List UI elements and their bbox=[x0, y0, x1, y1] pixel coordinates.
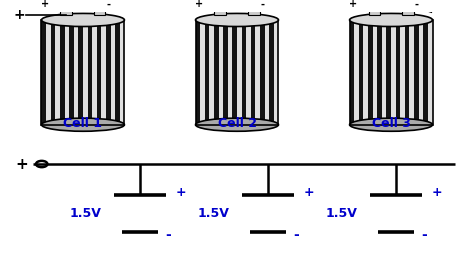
Ellipse shape bbox=[41, 13, 124, 27]
Bar bbox=[405, 20, 410, 125]
Ellipse shape bbox=[368, 6, 380, 10]
Bar bbox=[364, 20, 368, 125]
Bar bbox=[46, 20, 51, 125]
Ellipse shape bbox=[195, 118, 279, 131]
Bar bbox=[237, 20, 242, 125]
Bar bbox=[200, 20, 205, 125]
Text: Cell 3: Cell 3 bbox=[372, 117, 410, 130]
Bar bbox=[255, 20, 260, 125]
Bar bbox=[42, 20, 46, 125]
Bar bbox=[42, 20, 124, 125]
Ellipse shape bbox=[93, 6, 105, 10]
Text: -: - bbox=[293, 228, 299, 242]
Bar bbox=[373, 20, 377, 125]
Bar bbox=[115, 20, 120, 125]
Text: +: + bbox=[13, 8, 25, 22]
Bar bbox=[195, 20, 200, 125]
Bar bbox=[97, 20, 101, 125]
Bar bbox=[101, 20, 106, 125]
Bar bbox=[92, 20, 97, 125]
Text: +: + bbox=[195, 0, 203, 10]
Text: +: + bbox=[41, 0, 49, 10]
Bar bbox=[428, 20, 432, 125]
Text: +: + bbox=[431, 186, 442, 199]
Bar bbox=[269, 20, 274, 125]
Text: +: + bbox=[349, 0, 357, 10]
Text: -: - bbox=[106, 0, 110, 10]
Text: 1.5V: 1.5V bbox=[70, 207, 102, 220]
Bar bbox=[78, 20, 83, 125]
Text: 1.5V: 1.5V bbox=[326, 207, 358, 220]
Bar bbox=[274, 20, 278, 125]
Bar bbox=[83, 20, 88, 125]
Text: +: + bbox=[175, 186, 186, 199]
Bar bbox=[354, 20, 359, 125]
Bar bbox=[419, 20, 423, 125]
Ellipse shape bbox=[247, 6, 259, 10]
Bar bbox=[69, 20, 74, 125]
Bar bbox=[93, 8, 105, 15]
Bar bbox=[402, 8, 413, 15]
Bar bbox=[51, 20, 55, 125]
Bar bbox=[106, 20, 110, 125]
Bar bbox=[210, 20, 214, 125]
Bar bbox=[60, 8, 72, 15]
Ellipse shape bbox=[214, 6, 227, 10]
Bar bbox=[377, 20, 382, 125]
Bar bbox=[251, 20, 255, 125]
Bar bbox=[74, 20, 78, 125]
Bar bbox=[246, 20, 251, 125]
Bar bbox=[214, 8, 227, 15]
Bar bbox=[400, 20, 405, 125]
Bar bbox=[232, 20, 237, 125]
Bar bbox=[359, 20, 364, 125]
Bar bbox=[368, 20, 373, 125]
Bar bbox=[396, 20, 400, 125]
Bar bbox=[260, 20, 264, 125]
Bar bbox=[386, 20, 391, 125]
Text: Cell 2: Cell 2 bbox=[218, 117, 256, 130]
Bar bbox=[414, 20, 419, 125]
Text: -: - bbox=[414, 0, 418, 10]
Bar bbox=[382, 20, 386, 125]
Text: +: + bbox=[15, 156, 27, 172]
Ellipse shape bbox=[61, 6, 72, 10]
Bar bbox=[242, 20, 246, 125]
Bar bbox=[205, 20, 210, 125]
Text: 1.5V: 1.5V bbox=[198, 207, 230, 220]
Ellipse shape bbox=[349, 13, 432, 27]
Bar bbox=[55, 20, 60, 125]
Ellipse shape bbox=[349, 118, 432, 131]
Bar bbox=[391, 20, 396, 125]
Bar bbox=[120, 20, 124, 125]
Bar bbox=[349, 20, 432, 125]
Bar bbox=[60, 20, 64, 125]
Text: -: - bbox=[260, 0, 264, 10]
Bar bbox=[410, 20, 414, 125]
Bar bbox=[223, 20, 228, 125]
Bar bbox=[219, 20, 223, 125]
Text: +: + bbox=[303, 186, 314, 199]
Bar bbox=[214, 20, 219, 125]
Bar bbox=[88, 20, 92, 125]
Bar bbox=[349, 20, 354, 125]
Bar bbox=[110, 20, 115, 125]
Ellipse shape bbox=[401, 6, 413, 10]
Text: -: - bbox=[165, 228, 171, 242]
Bar bbox=[248, 8, 260, 15]
Bar bbox=[368, 8, 380, 15]
Bar bbox=[228, 20, 232, 125]
Ellipse shape bbox=[195, 13, 279, 27]
Text: -: - bbox=[421, 228, 427, 242]
Bar bbox=[423, 20, 428, 125]
Text: Cell 1: Cell 1 bbox=[64, 117, 102, 130]
Bar bbox=[64, 20, 69, 125]
Ellipse shape bbox=[41, 118, 124, 131]
Bar bbox=[195, 20, 278, 125]
Bar bbox=[264, 20, 269, 125]
